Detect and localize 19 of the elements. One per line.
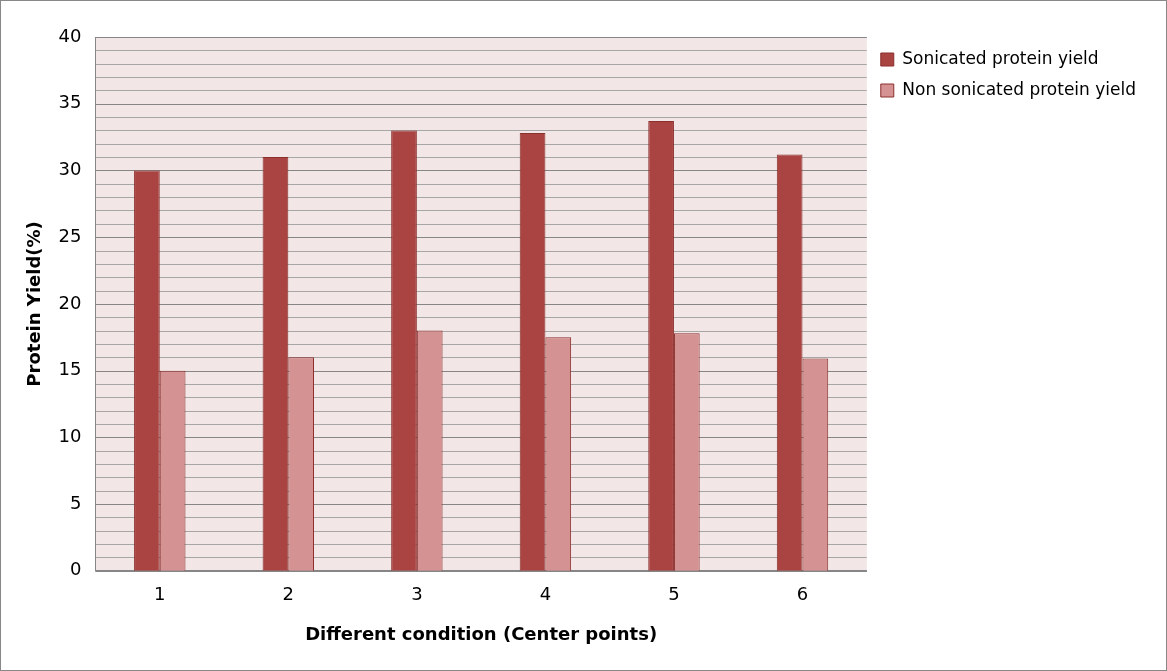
y-tick-label: 25 xyxy=(58,224,82,246)
y-tick-label: 10 xyxy=(58,425,82,447)
y-tick-label: 20 xyxy=(58,291,82,313)
x-tick-label: 3 xyxy=(411,583,423,605)
y-tick-label: 30 xyxy=(58,158,82,180)
legend-label: Non sonicated protein yield xyxy=(902,78,1137,99)
x-tick-label: 5 xyxy=(668,583,680,605)
y-tick-label: 35 xyxy=(58,91,82,113)
x-axis-title: Different condition (Center points) xyxy=(305,622,658,644)
x-tick-label: 1 xyxy=(154,583,166,605)
x-tick-label: 4 xyxy=(539,583,552,605)
x-tick-label: 2 xyxy=(282,583,295,605)
y-tick-label: 15 xyxy=(58,358,82,380)
y-tick-label: 5 xyxy=(70,491,82,513)
y-tick-label: 40 xyxy=(58,24,82,46)
y-tick-label: 0 xyxy=(70,558,82,580)
x-tick-label: 6 xyxy=(796,583,809,605)
legend-label: Sonicated protein yield xyxy=(902,47,1099,68)
y-axis-title: Protein Yield(%) xyxy=(23,221,45,387)
